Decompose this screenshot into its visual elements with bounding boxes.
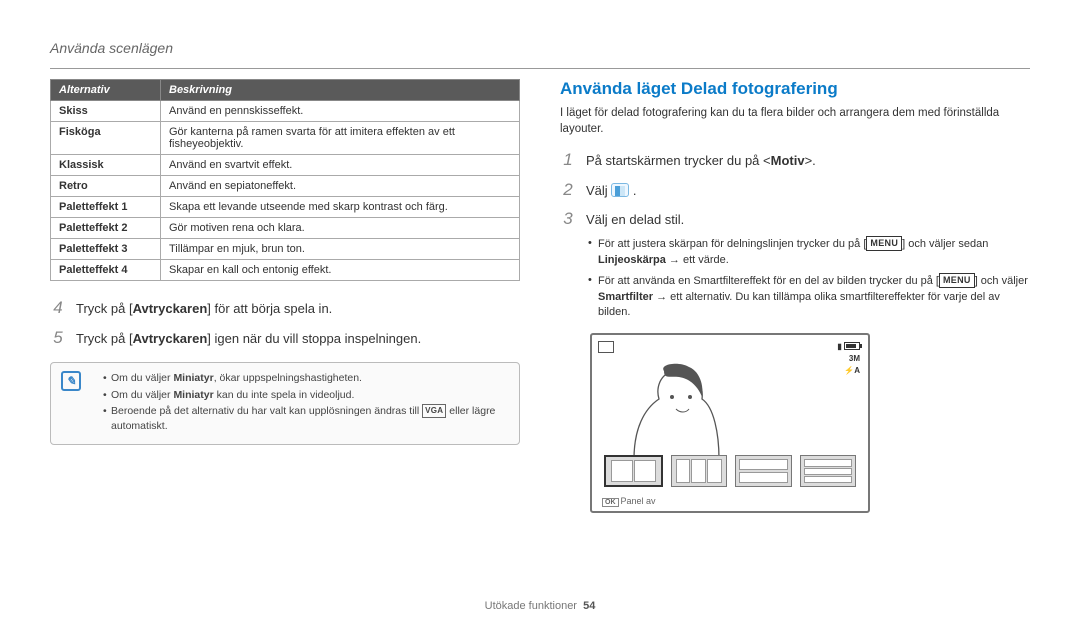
step-number: 2 bbox=[560, 177, 576, 203]
section-title: Använda läget Delad fotografering bbox=[560, 79, 1030, 99]
flash-label: ⚡A bbox=[844, 366, 860, 375]
resolution-label: 3M bbox=[849, 354, 860, 363]
option-desc: Använd en pennskisseffekt. bbox=[161, 101, 520, 122]
table-row: KlassiskAnvänd en svartvit effekt. bbox=[51, 155, 520, 176]
step-4-text: Tryck på [Avtryckaren] för att börja spe… bbox=[76, 299, 332, 319]
section-intro: I läget för delad fotografering kan du t… bbox=[560, 105, 1030, 137]
option-desc: Skapa ett levande utseende med skarp kon… bbox=[161, 197, 520, 218]
step-5-text: Tryck på [Avtryckaren] igen när du vill … bbox=[76, 329, 421, 349]
face-illustration bbox=[604, 359, 744, 459]
mode-icon bbox=[598, 341, 614, 353]
option-desc: Använd en svartvit effekt. bbox=[161, 155, 520, 176]
note-box: ✎ Om du väljer Miniatyr, ökar uppspelnin… bbox=[50, 362, 520, 445]
ok-badge: OK bbox=[602, 498, 619, 507]
battery-icon bbox=[844, 342, 860, 350]
col-header-desc: Beskrivning bbox=[161, 80, 520, 101]
step-number: 4 bbox=[50, 295, 66, 321]
step-2-text: Välj . bbox=[586, 181, 637, 201]
note-item: Om du väljer Miniatyr kan du inte spela … bbox=[103, 388, 509, 403]
table-row: SkissAnvänd en pennskisseffekt. bbox=[51, 101, 520, 122]
table-row: Paletteffekt 3Tillämpar en mjuk, brun to… bbox=[51, 239, 520, 260]
option-desc: Skapar en kall och entonig effekt. bbox=[161, 260, 520, 281]
option-name: Paletteffekt 3 bbox=[51, 239, 161, 260]
menu-badge: MENU bbox=[939, 273, 975, 288]
screen-footer: OKPanel av bbox=[602, 496, 656, 507]
step-3-text: Välj en delad stil. bbox=[586, 210, 684, 230]
option-name: Fisköga bbox=[51, 122, 161, 155]
table-row: Paletteffekt 1Skapa ett levande utseende… bbox=[51, 197, 520, 218]
breadcrumb: Använda scenlägen bbox=[50, 40, 1030, 56]
option-desc: Gör motiven rena och klara. bbox=[161, 218, 520, 239]
step-1-text: På startskärmen trycker du på <Motiv>. bbox=[586, 151, 816, 171]
options-table: Alternativ Beskrivning SkissAnvänd en pe… bbox=[50, 79, 520, 281]
col-header-option: Alternativ bbox=[51, 80, 161, 101]
note-item: Beroende på det alternativ du har valt k… bbox=[103, 404, 509, 433]
option-name: Paletteffekt 1 bbox=[51, 197, 161, 218]
layout-option-3col[interactable] bbox=[671, 455, 728, 487]
table-row: RetroAnvänd en sepiatoneffekt. bbox=[51, 176, 520, 197]
layout-option-2row[interactable] bbox=[735, 455, 792, 487]
split-mode-icon bbox=[611, 183, 629, 197]
counter-icon: ▮ bbox=[837, 342, 841, 351]
option-desc: Gör kanterna på ramen svarta för att imi… bbox=[161, 122, 520, 155]
sub-bullet: För att justera skärpan för delningslinj… bbox=[588, 236, 1030, 269]
step-number: 5 bbox=[50, 325, 66, 351]
step-number: 1 bbox=[560, 147, 576, 173]
option-name: Paletteffekt 4 bbox=[51, 260, 161, 281]
option-desc: Använd en sepiatoneffekt. bbox=[161, 176, 520, 197]
camera-screen-preview: ▮ 3M ⚡A bbox=[590, 333, 870, 513]
note-item: Om du väljer Miniatyr, ökar uppspelnings… bbox=[103, 371, 509, 386]
table-row: FiskögaGör kanterna på ramen svarta för … bbox=[51, 122, 520, 155]
option-desc: Tillämpar en mjuk, brun ton. bbox=[161, 239, 520, 260]
divider bbox=[50, 68, 1030, 69]
option-name: Skiss bbox=[51, 101, 161, 122]
layout-option-3row[interactable] bbox=[800, 455, 857, 487]
option-name: Retro bbox=[51, 176, 161, 197]
info-icon: ✎ bbox=[61, 371, 81, 391]
option-name: Paletteffekt 2 bbox=[51, 218, 161, 239]
menu-badge: MENU bbox=[866, 236, 902, 251]
page-footer: Utökade funktioner 54 bbox=[0, 600, 1080, 612]
option-name: Klassisk bbox=[51, 155, 161, 176]
table-row: Paletteffekt 4Skapar en kall och entonig… bbox=[51, 260, 520, 281]
step-number: 3 bbox=[560, 206, 576, 232]
layout-option-2col[interactable] bbox=[604, 455, 663, 487]
vga-badge: VGA bbox=[422, 404, 446, 417]
sub-bullet: För att använda en Smartfiltereffekt för… bbox=[588, 273, 1030, 322]
table-row: Paletteffekt 2Gör motiven rena och klara… bbox=[51, 218, 520, 239]
